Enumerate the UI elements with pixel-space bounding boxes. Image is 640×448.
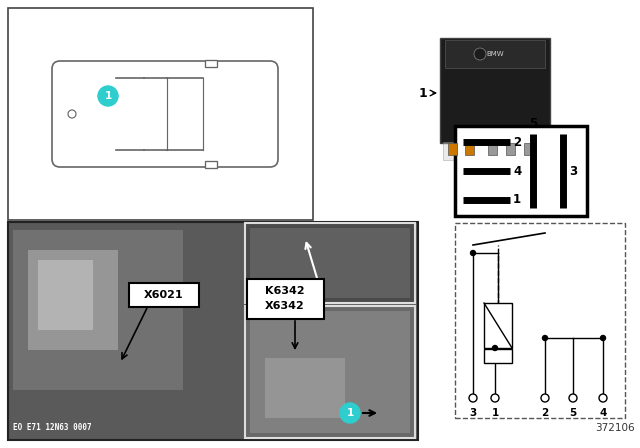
Bar	[8, 8, 313, 220]
Circle shape	[541, 394, 549, 402]
Circle shape	[469, 394, 477, 402]
Circle shape	[491, 394, 499, 402]
FancyBboxPatch shape	[52, 61, 278, 167]
Circle shape	[470, 250, 476, 255]
Bar	[8, 222, 418, 440]
Bar	[250, 311, 410, 433]
Text: 1: 1	[104, 91, 111, 101]
Text: 4: 4	[599, 408, 607, 418]
Bar	[448, 143, 457, 155]
Bar	[455, 223, 625, 418]
Bar	[488, 143, 497, 155]
Bar	[250, 228, 410, 298]
Text: 3: 3	[569, 164, 577, 177]
Bar	[440, 38, 550, 143]
FancyBboxPatch shape	[129, 283, 199, 307]
Text: BMW: BMW	[486, 51, 504, 57]
Bar	[245, 223, 415, 303]
Bar	[443, 142, 547, 160]
Bar	[524, 143, 533, 155]
Circle shape	[569, 394, 577, 402]
Bar	[455, 126, 587, 216]
Text: 1: 1	[346, 408, 354, 418]
Bar	[484, 349, 512, 363]
Text: 2: 2	[513, 136, 521, 149]
Text: 3: 3	[469, 408, 477, 418]
Text: 4: 4	[513, 164, 521, 177]
Text: EO E71 12N63 0007: EO E71 12N63 0007	[13, 423, 92, 432]
Text: 5: 5	[529, 117, 537, 130]
Bar	[38, 260, 93, 330]
Bar	[265, 358, 345, 418]
Text: 5: 5	[570, 408, 577, 418]
Text: 1: 1	[419, 86, 427, 99]
Bar	[484, 303, 512, 348]
Bar	[445, 40, 545, 68]
FancyBboxPatch shape	[247, 279, 324, 319]
Bar	[13, 230, 183, 390]
Text: 1: 1	[513, 193, 521, 206]
Circle shape	[493, 345, 497, 350]
Bar	[465, 143, 474, 155]
Bar	[506, 143, 515, 155]
Circle shape	[68, 110, 76, 118]
Circle shape	[474, 48, 486, 60]
Text: 372106: 372106	[595, 423, 635, 433]
Text: 1: 1	[492, 408, 499, 418]
Bar	[245, 306, 415, 438]
Circle shape	[600, 336, 605, 340]
Text: 2: 2	[541, 408, 548, 418]
Circle shape	[599, 394, 607, 402]
Circle shape	[340, 403, 360, 423]
Circle shape	[98, 86, 118, 106]
Bar	[28, 250, 118, 350]
Bar	[205, 60, 217, 67]
Text: X6021: X6021	[144, 290, 184, 300]
Text: X6342: X6342	[265, 301, 305, 311]
Bar	[205, 161, 217, 168]
Circle shape	[543, 336, 547, 340]
Text: K6342: K6342	[265, 286, 305, 296]
